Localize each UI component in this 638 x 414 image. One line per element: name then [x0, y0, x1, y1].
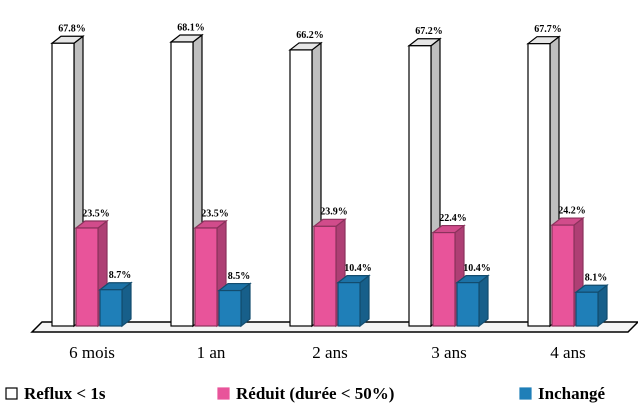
- bar-front: [170, 41, 194, 327]
- bar: [217, 282, 252, 328]
- value-label: 67.8%: [58, 24, 86, 35]
- bar-front: [432, 231, 456, 327]
- legend-swatch: [519, 387, 532, 400]
- x-tick-label: 1 an: [197, 343, 226, 362]
- bar-front: [575, 291, 599, 327]
- bar-front: [289, 49, 313, 327]
- value-label: 8.5%: [228, 271, 251, 282]
- bar: [193, 219, 228, 328]
- bar-front: [456, 282, 480, 327]
- value-label: 67.2%: [415, 26, 443, 37]
- bar: [431, 224, 466, 328]
- legend-swatch: [217, 387, 230, 400]
- value-label: 10.4%: [463, 263, 491, 274]
- value-label: 66.2%: [296, 30, 324, 41]
- legend-swatch: [5, 387, 18, 400]
- bar-front: [527, 43, 551, 327]
- bar-front: [408, 45, 432, 327]
- bar-front: [551, 224, 575, 327]
- x-tick-label: 4 ans: [550, 343, 585, 362]
- x-tick-label: 3 ans: [431, 343, 466, 362]
- bar: [98, 281, 133, 328]
- bar: [336, 274, 371, 328]
- bar-front: [313, 225, 337, 327]
- bar-front: [75, 227, 99, 327]
- value-label: 67.7%: [534, 24, 562, 35]
- bar: [455, 274, 490, 328]
- bar-side: [359, 274, 370, 328]
- value-label: 22.4%: [439, 213, 467, 224]
- legend-label: Inchangé: [538, 384, 606, 403]
- bar: [169, 33, 204, 328]
- x-tick-label: 6 mois: [69, 343, 115, 362]
- bar-front: [337, 282, 361, 327]
- value-label: 23.5%: [82, 208, 110, 219]
- bar-side: [478, 274, 489, 328]
- value-label: 68.1%: [177, 22, 205, 33]
- bar-front: [218, 289, 242, 327]
- value-label: 23.5%: [201, 208, 229, 219]
- value-label: 23.9%: [320, 207, 348, 218]
- bar-front: [99, 289, 123, 327]
- bar-front: [194, 227, 218, 327]
- bar: [574, 283, 609, 328]
- value-label: 8.7%: [109, 270, 132, 281]
- value-label: 10.4%: [344, 263, 372, 274]
- value-label: 8.1%: [585, 273, 608, 284]
- legend-label: Reflux < 1s: [24, 384, 106, 403]
- value-label: 24.2%: [558, 205, 586, 216]
- bar-front: [51, 42, 75, 327]
- x-tick-label: 2 ans: [312, 343, 347, 362]
- legend-label: Réduit (durée < 50%): [236, 384, 394, 403]
